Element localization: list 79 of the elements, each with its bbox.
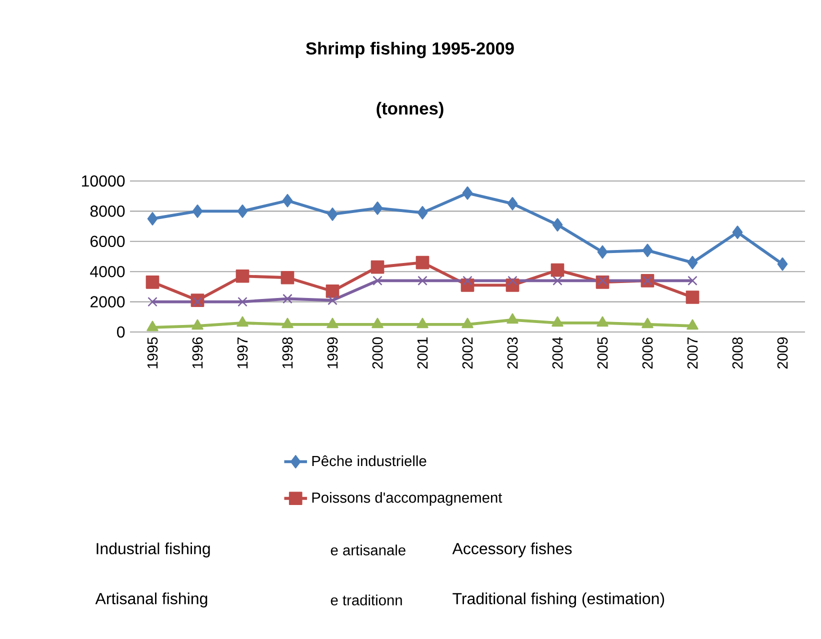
point <box>597 245 608 259</box>
x-tick-label: 2009 <box>777 337 788 369</box>
point <box>686 290 700 304</box>
text: e traditionn <box>330 594 402 606</box>
x-tick-label: 1999 <box>327 337 338 368</box>
x-tick-label: 2005 <box>597 337 608 369</box>
point <box>642 244 653 258</box>
point <box>418 276 428 286</box>
text: Traditional fishing (estimation) <box>452 592 664 608</box>
point <box>372 276 382 286</box>
point <box>777 257 788 271</box>
chart-subtitle: (tonnes) <box>376 102 444 118</box>
text: Accessory fishes <box>452 542 572 558</box>
point <box>372 202 383 215</box>
x-tick-label: 2003 <box>507 337 518 369</box>
x-tick-label: 1998 <box>282 337 293 368</box>
point <box>326 318 338 328</box>
x-tick-label: 1996 <box>192 337 203 368</box>
point <box>416 256 430 270</box>
point <box>550 263 564 277</box>
y-tick-label: 4000 <box>90 266 125 278</box>
point <box>642 318 654 328</box>
point <box>552 276 562 286</box>
point <box>370 260 384 274</box>
point <box>462 186 473 200</box>
point <box>416 318 428 328</box>
text: Artisanal fishing <box>95 592 208 608</box>
point <box>598 276 608 286</box>
point <box>732 226 743 240</box>
point <box>192 204 203 218</box>
text: Industrial fishing <box>96 542 210 558</box>
point <box>237 204 248 218</box>
x-tick-label: 2001 <box>417 337 428 369</box>
chart-title: Shrimp fishing 1995-2009 <box>306 42 514 58</box>
point <box>327 208 338 221</box>
point <box>147 212 158 226</box>
point <box>192 296 202 307</box>
point <box>328 295 338 306</box>
point <box>326 284 340 298</box>
point <box>686 319 698 330</box>
point <box>687 256 698 270</box>
point <box>236 269 250 283</box>
y-tick-label: 8000 <box>90 206 125 217</box>
point <box>372 318 384 328</box>
point <box>238 296 248 307</box>
point <box>192 319 204 330</box>
point <box>552 316 564 327</box>
point <box>280 270 294 284</box>
point <box>282 318 294 328</box>
point <box>508 276 518 286</box>
point <box>462 318 474 328</box>
point <box>462 276 472 286</box>
x-tick-label: 2000 <box>372 337 383 369</box>
point <box>552 218 563 232</box>
point <box>688 276 698 286</box>
y-tick-label: 6000 <box>90 236 125 248</box>
x-tick-label: 2008 <box>732 337 743 369</box>
x-tick-label: 2007 <box>687 337 698 369</box>
legend-label: Pêche industrielle <box>312 455 426 466</box>
point <box>282 294 292 304</box>
y-tick-label: 2000 <box>90 296 125 308</box>
x-tick-label: 2002 <box>462 337 473 369</box>
y-tick-label: 0 <box>117 326 125 338</box>
point <box>148 296 158 307</box>
point <box>417 206 428 220</box>
x-tick-label: 1997 <box>237 337 248 368</box>
point <box>236 316 248 327</box>
x-tick-label: 2006 <box>642 337 653 369</box>
point <box>506 313 518 324</box>
y-tick-label: 10000 <box>82 175 125 187</box>
x-tick-label: 1995 <box>147 337 158 368</box>
x-tick-label: 2004 <box>552 337 563 369</box>
point <box>146 275 160 289</box>
point <box>596 316 608 327</box>
point <box>507 196 518 210</box>
point <box>146 320 158 332</box>
legend-label: Poissons d'accompagnement <box>312 492 502 506</box>
point <box>282 194 293 208</box>
text: e artisanale <box>330 544 406 556</box>
